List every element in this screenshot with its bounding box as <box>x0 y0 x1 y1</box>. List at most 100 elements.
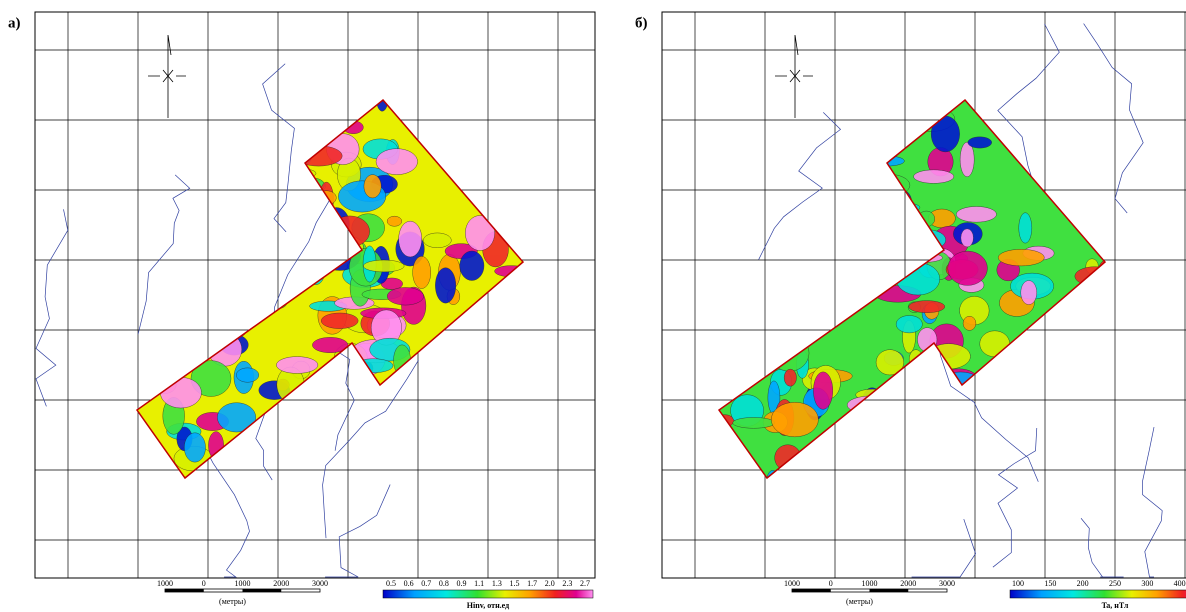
anomaly <box>1019 213 1032 243</box>
anomaly <box>1021 281 1037 305</box>
anomaly <box>262 297 287 309</box>
river <box>912 519 976 577</box>
colorbar-tick-label: 2.7 <box>580 579 590 588</box>
anomaly <box>733 417 775 428</box>
anomaly <box>217 403 256 432</box>
anomaly <box>354 359 393 373</box>
anomaly <box>847 232 872 258</box>
anomaly <box>835 222 858 234</box>
anomaly <box>878 187 912 215</box>
anomaly <box>423 233 451 248</box>
colorbar-tick-label: 0.5 <box>386 579 396 588</box>
anomaly <box>937 372 984 402</box>
anomaly <box>948 251 988 285</box>
colorbar-tick-label: 300 <box>1141 579 1153 588</box>
colorbar-tick-label: 2.0 <box>545 579 555 588</box>
anomaly <box>772 296 787 329</box>
colorbar-tick-label: 1.7 <box>527 579 537 588</box>
anomaly <box>236 368 259 382</box>
anomaly <box>413 256 431 288</box>
anomaly <box>908 230 945 250</box>
anomaly <box>897 233 924 254</box>
anomaly <box>998 249 1044 266</box>
anomaly <box>194 318 220 354</box>
anomaly <box>376 84 388 111</box>
anomaly <box>460 251 484 280</box>
panel-label: б) <box>635 15 648 31</box>
river <box>759 112 841 259</box>
anomaly <box>387 287 423 305</box>
anomaly <box>532 231 550 260</box>
scale-label: 0 <box>202 579 206 588</box>
anomaly <box>259 218 275 231</box>
colorbar <box>383 590 593 598</box>
scale-label: 2000 <box>273 579 289 588</box>
scale-segment <box>792 589 831 592</box>
anomaly <box>909 301 945 313</box>
anomaly <box>295 146 342 166</box>
river <box>1081 518 1124 577</box>
anomaly <box>771 275 795 291</box>
map-panel <box>662 12 1186 598</box>
colorbar-tick-label: 1.3 <box>492 579 502 588</box>
scale-label: 3000 <box>939 579 955 588</box>
figure: а)10000100020003000(метры)0.50.60.70.80.… <box>0 0 1186 612</box>
anomaly <box>343 121 363 134</box>
anomaly <box>321 313 358 329</box>
colorbar-tick-label: 200 <box>1077 579 1089 588</box>
anomaly <box>877 401 907 433</box>
anomaly <box>766 470 780 500</box>
anomaly <box>813 372 832 409</box>
anomaly <box>1099 259 1119 280</box>
anomaly <box>693 357 711 388</box>
anomaly <box>306 256 325 284</box>
anomaly <box>237 276 277 300</box>
anomaly <box>1102 268 1138 285</box>
anomaly <box>896 315 922 332</box>
anomaly <box>731 354 746 372</box>
anomaly <box>823 232 870 253</box>
anomaly <box>516 282 552 292</box>
anomaly <box>820 230 859 245</box>
river <box>993 428 1037 567</box>
colorbar-tick-label: 0.6 <box>404 579 414 588</box>
river <box>325 485 390 577</box>
scale-segment <box>243 589 282 592</box>
river <box>323 360 419 538</box>
anomaly <box>316 191 336 205</box>
anomaly <box>827 431 852 452</box>
map-panel <box>35 12 595 598</box>
scale-label: 1000 <box>235 579 251 588</box>
colorbar-tick-label: 100 <box>1012 579 1024 588</box>
anomaly <box>753 317 796 351</box>
anomaly <box>387 216 402 226</box>
colorbar-tick-label: 0.8 <box>439 579 449 588</box>
anomaly <box>799 472 839 489</box>
anomaly <box>376 149 418 175</box>
scale-label: 0 <box>829 579 833 588</box>
river <box>1143 427 1163 577</box>
anomaly <box>968 137 992 148</box>
panel-label: а) <box>8 15 21 31</box>
colorbar-tick-label: 1.1 <box>474 579 484 588</box>
anomaly <box>784 369 796 386</box>
anomaly <box>847 226 887 256</box>
river <box>1084 24 1144 213</box>
anomaly <box>859 252 891 263</box>
anomaly <box>715 415 734 427</box>
anomaly <box>270 265 293 300</box>
anomaly <box>956 206 996 222</box>
colorbar-tick-label: 2.3 <box>562 579 572 588</box>
anomaly <box>465 215 494 250</box>
anomaly <box>787 296 828 310</box>
anomaly <box>847 396 895 414</box>
anomaly <box>868 401 895 431</box>
anomaly <box>299 412 323 431</box>
anomaly <box>295 392 310 407</box>
scale-label: 1000 <box>157 579 173 588</box>
anomaly <box>399 221 422 257</box>
river <box>138 175 190 334</box>
anomaly <box>788 308 819 328</box>
anomaly <box>980 331 1010 357</box>
anomaly <box>283 177 322 200</box>
